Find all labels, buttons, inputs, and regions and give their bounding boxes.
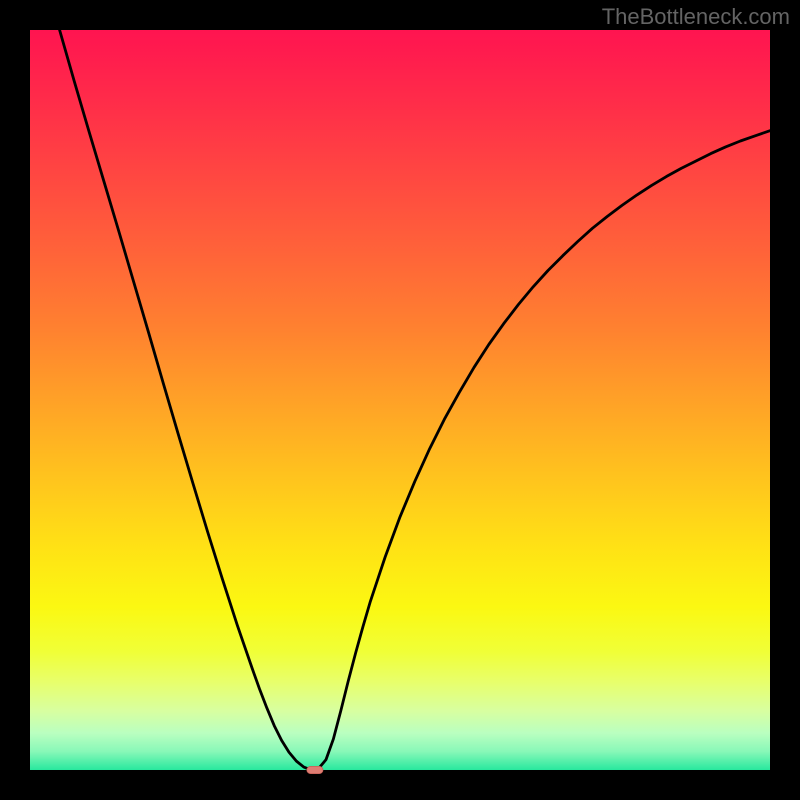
bottleneck-chart	[0, 0, 800, 800]
watermark-text: TheBottleneck.com	[602, 4, 790, 30]
optimal-point-marker	[307, 766, 323, 773]
chart-background	[30, 30, 770, 770]
